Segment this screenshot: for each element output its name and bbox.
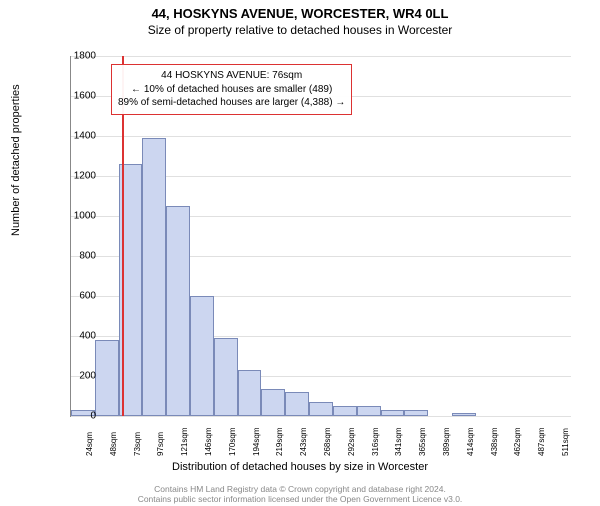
x-tick: 24sqm (85, 432, 94, 456)
histogram-bar (142, 138, 166, 416)
histogram-bar (404, 410, 428, 416)
x-tick: 292sqm (347, 428, 356, 456)
x-tick: 316sqm (371, 428, 380, 456)
histogram-bar (166, 206, 190, 416)
x-tick: 511sqm (561, 428, 570, 456)
y-tick: 1800 (66, 51, 96, 62)
y-tick: 0 (66, 411, 96, 422)
x-tick: 146sqm (204, 428, 213, 456)
annotation-line3: 89% of semi-detached houses are larger (… (118, 96, 345, 110)
histogram-bar (452, 413, 476, 416)
histogram-bar (357, 406, 381, 416)
histogram-bar (333, 406, 357, 416)
y-tick: 1400 (66, 131, 96, 142)
y-tick: 800 (66, 251, 96, 262)
histogram-bar (309, 402, 333, 416)
x-tick: 170sqm (228, 428, 237, 456)
y-tick: 600 (66, 291, 96, 302)
x-tick: 414sqm (466, 428, 475, 456)
gridline (71, 416, 571, 417)
x-tick: 487sqm (537, 428, 546, 456)
y-tick: 1600 (66, 91, 96, 102)
x-tick: 243sqm (299, 428, 308, 456)
y-axis-label: Number of detached properties (10, 84, 22, 236)
annotation-line2: ← 10% of detached houses are smaller (48… (118, 83, 345, 97)
y-tick: 1000 (66, 211, 96, 222)
histogram-bar (261, 389, 285, 416)
annotation-box: 44 HOSKYNS AVENUE: 76sqm← 10% of detache… (111, 64, 352, 115)
x-tick: 268sqm (323, 428, 332, 456)
page-subtitle: Size of property relative to detached ho… (0, 23, 600, 37)
x-tick: 341sqm (394, 428, 403, 456)
y-tick: 200 (66, 371, 96, 382)
x-tick: 219sqm (275, 428, 284, 456)
annotation-line1: 44 HOSKYNS AVENUE: 76sqm (118, 69, 345, 83)
y-tick: 400 (66, 331, 96, 342)
x-axis-label: Distribution of detached houses by size … (0, 461, 600, 473)
x-tick: 73sqm (133, 432, 142, 456)
chart-plot-area: 44 HOSKYNS AVENUE: 76sqm← 10% of detache… (70, 56, 571, 417)
x-tick: 48sqm (109, 432, 118, 456)
footer-line2: Contains public sector information licen… (0, 494, 600, 504)
x-tick: 389sqm (442, 428, 451, 456)
histogram-bar (381, 410, 405, 416)
histogram-bar (190, 296, 214, 416)
x-tick: 97sqm (156, 432, 165, 456)
x-tick: 462sqm (513, 428, 522, 456)
x-tick: 121sqm (180, 428, 189, 456)
footer-line1: Contains HM Land Registry data © Crown c… (0, 484, 600, 494)
x-tick: 194sqm (252, 428, 261, 456)
gridline (71, 56, 571, 57)
histogram-bar (238, 370, 262, 416)
histogram-bar (95, 340, 119, 416)
y-tick: 1200 (66, 171, 96, 182)
x-tick: 438sqm (490, 428, 499, 456)
page-title: 44, HOSKYNS AVENUE, WORCESTER, WR4 0LL (0, 6, 600, 21)
histogram-bar (214, 338, 238, 416)
gridline (71, 136, 571, 137)
footer-attribution: Contains HM Land Registry data © Crown c… (0, 484, 600, 504)
histogram-bar (285, 392, 309, 416)
x-tick: 365sqm (418, 428, 427, 456)
